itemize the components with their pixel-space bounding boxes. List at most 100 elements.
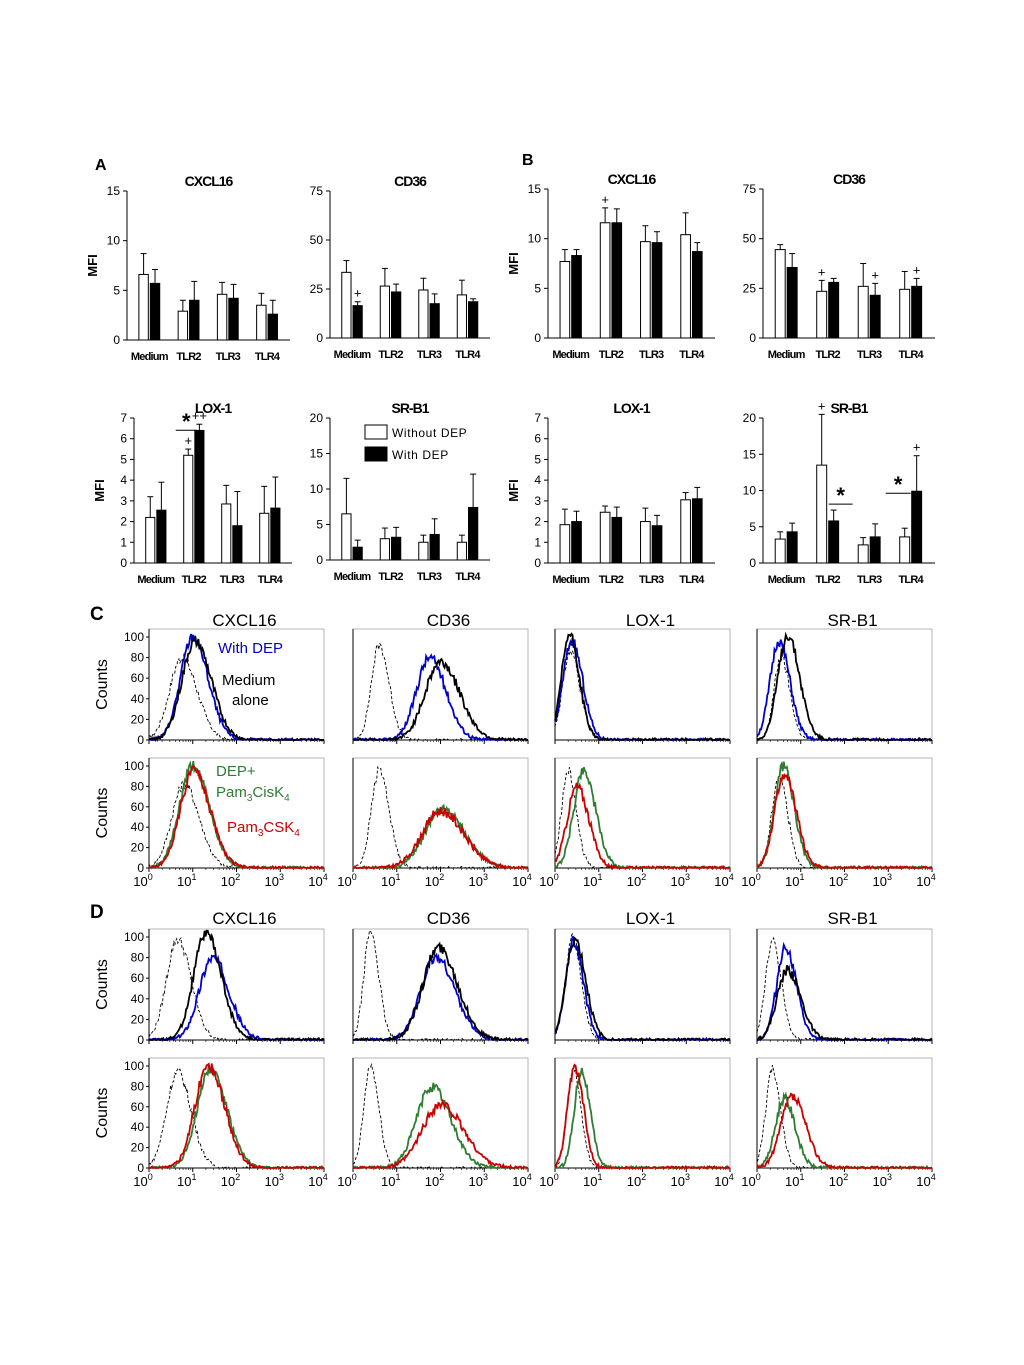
log-base: 10: [177, 1174, 191, 1189]
bar-without-dep: [640, 241, 651, 339]
y-tick-label: 80: [131, 651, 145, 665]
y-tick-label: 4: [120, 473, 127, 487]
chart-title: CD36: [833, 171, 866, 187]
histogram-curve-with-dep: [353, 952, 529, 1042]
log-base: 10: [583, 1174, 597, 1189]
x-tick-label: 104: [512, 1172, 531, 1189]
y-tick-label: 0: [534, 331, 541, 345]
legend-text-part: CSK: [263, 819, 294, 836]
log-base: 10: [337, 874, 351, 889]
x-tick-label: 100: [133, 1172, 152, 1189]
category-label: Medium: [131, 351, 169, 363]
log-exponent: 4: [729, 1172, 734, 1182]
bar-with-dep: [270, 507, 281, 564]
category-label: TLR3: [857, 574, 882, 586]
y-tick-label: 20: [310, 411, 324, 425]
bar-chart-b-cd36: CD36 0 25 50 75 Medium TLR2 TLR3 TLR4 + + +: [743, 171, 935, 361]
y-tick-label: 10: [107, 234, 121, 248]
x-tick-label: 101: [381, 1172, 400, 1189]
y-axis-label: MFI: [92, 479, 107, 501]
significance-plus: +: [354, 286, 362, 301]
log-exponent: 1: [191, 1172, 196, 1182]
y-tick-label: 50: [743, 232, 757, 246]
category-label: TLR2: [599, 349, 624, 361]
y-tick-label: 0: [120, 556, 127, 570]
category-label: TLR3: [220, 574, 245, 586]
category-label: TLR2: [599, 574, 624, 586]
log-base: 10: [425, 1174, 439, 1189]
log-base: 10: [381, 874, 395, 889]
x-tick-label: 101: [785, 872, 804, 889]
bar-with-dep: [232, 525, 243, 564]
category-label: Medium: [137, 574, 175, 586]
bar-without-dep: [456, 294, 468, 339]
bar-with-dep: [468, 506, 479, 561]
log-exponent: 0: [756, 1172, 761, 1182]
bar-with-dep: [911, 285, 923, 339]
histogram-curve-isotype: [554, 767, 731, 869]
x-tick-label: 103: [873, 1172, 892, 1189]
x-tick-label: 101: [785, 1172, 804, 1189]
log-exponent: 1: [799, 872, 804, 882]
bar-with-dep: [611, 222, 623, 339]
bar-without-dep: [816, 464, 828, 564]
bar-without-dep: [418, 289, 429, 339]
log-base: 10: [785, 1174, 799, 1189]
category-label: TLR4: [899, 574, 925, 586]
histogram-c1-srb1: SR-B1: [756, 611, 933, 744]
histogram-curve-medium-alone: [352, 941, 529, 1043]
bar-without-dep: [183, 454, 194, 564]
log-base: 10: [469, 1174, 483, 1189]
plot-frame: [554, 928, 731, 1041]
bar-without-dep: [899, 288, 911, 339]
histogram-title: SR-B1: [827, 611, 877, 630]
category-label: TLR2: [816, 349, 841, 361]
log-exponent: 2: [235, 872, 240, 882]
x-tick-label: 104: [916, 872, 935, 889]
log-exponent: 0: [554, 1172, 559, 1182]
log-exponent: 2: [641, 1172, 646, 1182]
x-tick-label: 100: [539, 872, 558, 889]
histogram-curve-isotype: [352, 1062, 529, 1169]
bar-without-dep: [221, 503, 232, 564]
histogram-curve-isotype: [554, 932, 731, 1041]
log-base: 10: [512, 1174, 526, 1189]
x-tick-label: 104: [714, 1172, 733, 1189]
bar-with-dep: [391, 536, 402, 561]
x-tick-label: 102: [425, 872, 444, 889]
x-tick-label: 101: [583, 872, 602, 889]
bar-with-dep: [468, 301, 479, 339]
category-label: TLR3: [417, 571, 442, 583]
histogram-title: CXCL16: [212, 909, 276, 928]
log-base: 10: [177, 874, 191, 889]
x-tick-label: 100: [337, 872, 356, 889]
histogram-d2-lox1: 100 101 102 103 104: [539, 1057, 734, 1189]
histogram-title: CD36: [427, 611, 470, 630]
log-base: 10: [873, 1174, 887, 1189]
histogram-curve-pam3csk4: [756, 1092, 933, 1171]
bar-without-dep: [816, 290, 828, 339]
histogram-curve-dep-pam3ciscK4: [554, 766, 731, 870]
category-label: TLR3: [639, 349, 664, 361]
x-tick-label: 100: [133, 872, 152, 889]
log-exponent: 0: [352, 1172, 357, 1182]
bar-chart-a-lox1: LOX-1 MFI 0 1 2 3 4 5 6 7 Medium TLR2 TLR3 TLR4 +++*: [92, 400, 292, 586]
y-tick-label: 0: [534, 556, 541, 570]
histogram-curve-with-dep: [352, 653, 528, 742]
y-tick-label: 10: [310, 482, 324, 496]
log-base: 10: [308, 874, 322, 889]
log-base: 10: [133, 1174, 147, 1189]
log-base: 10: [714, 874, 728, 889]
y-tick-label: 7: [534, 411, 541, 425]
x-tick-label: 102: [221, 1172, 240, 1189]
category-label: TLR2: [816, 574, 841, 586]
x-tick-label: 100: [741, 1172, 760, 1189]
log-base: 10: [741, 1174, 755, 1189]
bar-with-dep: [786, 531, 798, 564]
significance-plus: +: [913, 440, 921, 455]
bar-chart-a-srb1: SR-B1 0 5 10 15 20 Medium TLR2 TLR3 TLR4: [310, 400, 490, 583]
histogram-title: SR-B1: [827, 909, 877, 928]
histogram-d1-lox1: LOX-1: [554, 909, 731, 1044]
bar-with-dep: [194, 429, 205, 564]
